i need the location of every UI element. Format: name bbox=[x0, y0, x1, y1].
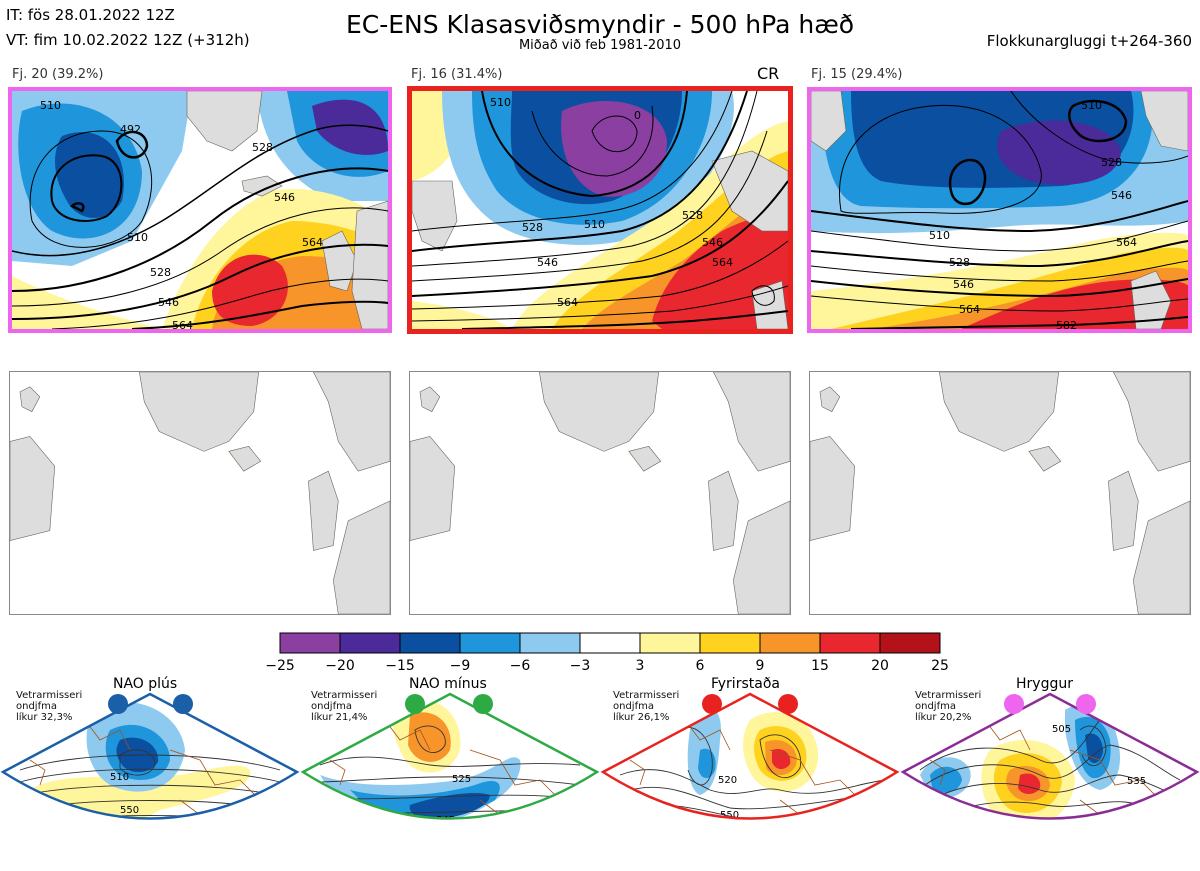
regime-3-prob: Vetrarmisseri ondjfma líkur 26,1% bbox=[613, 690, 680, 723]
contour-label: 525 bbox=[452, 774, 471, 785]
contour-label: 582 bbox=[1056, 319, 1077, 329]
cluster-2-label: Fj. 16 (31.4%) bbox=[411, 67, 503, 82]
contour-label: 510 bbox=[929, 229, 950, 242]
colorbar-tick-label: 3 bbox=[636, 658, 645, 674]
valid-time: VT: fim 10.02.2022 12Z (+312h) bbox=[6, 31, 250, 49]
cluster-1-label: Fj. 20 (39.2%) bbox=[12, 67, 104, 82]
contour-label: 546 bbox=[953, 278, 974, 291]
regime-3-title: Fyrirstaða bbox=[711, 676, 780, 692]
cluster-3-label: Fj. 15 (29.4%) bbox=[811, 67, 903, 82]
colorbar-tick-label: −25 bbox=[265, 658, 295, 674]
contour-label: 546 bbox=[702, 236, 723, 249]
contour-label: 510 bbox=[127, 231, 148, 244]
colorbar-swatch bbox=[759, 632, 821, 654]
cluster-2-anomaly-field: 510 0 528 546 564 510 528 546 564 bbox=[412, 91, 788, 329]
empty-map-2 bbox=[409, 371, 791, 615]
contour-label: 560 bbox=[1090, 818, 1109, 829]
cluster-3-map: 510 528 546 564 510 528 546 564 582 bbox=[807, 87, 1192, 333]
regime-1-title: NAO plús bbox=[113, 676, 178, 692]
colorbar-swatch bbox=[459, 632, 521, 654]
initial-time: IT: fös 28.01.2022 12Z bbox=[6, 6, 175, 24]
colorbar-tick-label: −6 bbox=[510, 658, 531, 674]
contour-label: 510 bbox=[110, 772, 129, 783]
contour-label: 520 bbox=[718, 775, 737, 786]
contour-label: 564 bbox=[302, 236, 323, 249]
colorbar-tick-label: −15 bbox=[385, 658, 415, 674]
contour-label: 546 bbox=[274, 191, 295, 204]
contour-label: 510 bbox=[40, 99, 61, 112]
empty-map-1 bbox=[9, 371, 391, 615]
regime-4-title: Hryggur bbox=[1016, 676, 1073, 692]
cluster-1-map: 492 510 528 546 564 510 528 546 564 bbox=[8, 87, 392, 333]
cluster-3-anomaly-field: 510 528 546 564 510 528 546 564 582 bbox=[811, 91, 1188, 329]
contour-label: 528 bbox=[682, 209, 703, 222]
regime-1-map: 510 550 bbox=[0, 692, 300, 820]
regime-2-title: NAO mínus bbox=[409, 676, 487, 692]
cluster-2-map: 510 0 528 546 564 510 528 546 564 bbox=[407, 86, 793, 334]
contour-label: 550 bbox=[720, 810, 739, 821]
contour-label: 565 bbox=[446, 850, 465, 861]
colorbar-tick-label: 25 bbox=[931, 658, 949, 674]
colorbar-tick-label: 6 bbox=[696, 658, 705, 674]
colorbar-swatch bbox=[519, 632, 581, 654]
contour-label: 528 bbox=[252, 141, 273, 154]
cluster-1-anomaly-field: 492 510 528 546 564 510 528 546 564 bbox=[12, 91, 388, 329]
empty-map-3 bbox=[809, 371, 1191, 615]
cr-tag: CR bbox=[757, 64, 780, 83]
contour-label: 546 bbox=[1111, 189, 1132, 202]
contour-label: 510 bbox=[584, 218, 605, 231]
contour-label: 564 bbox=[557, 296, 578, 309]
colorbar-tick-label: −20 bbox=[325, 658, 355, 674]
page-subtitle: Miðað við feb 1981-2010 bbox=[518, 38, 682, 53]
colorbar-swatch bbox=[819, 632, 881, 654]
colorbar-tick-label: 9 bbox=[756, 658, 765, 674]
colorbar-swatch bbox=[579, 632, 641, 654]
regime-2-map: 525 545 565 bbox=[300, 692, 600, 861]
page-title: EC-ENS Klasasviðsmyndir - 500 hPa hæð bbox=[345, 10, 855, 39]
contour-label: 528 bbox=[522, 221, 543, 234]
regime-1-prob: Vetrarmisseri ondjfma líkur 32,3% bbox=[16, 690, 83, 723]
contour-label: 560 bbox=[737, 833, 756, 844]
colorbar-swatch bbox=[399, 632, 461, 654]
colorbar-tick-label: −3 bbox=[570, 658, 591, 674]
contour-label: 510 bbox=[490, 96, 511, 109]
anomaly-colorbar: −25 −20 −15 −9 −6 −3 3 6 9 15 20 25 bbox=[265, 632, 949, 674]
contour-label: 0 bbox=[634, 109, 641, 122]
contour-label: 564 bbox=[1116, 236, 1137, 249]
regime-3-map: 520 550 560 bbox=[600, 692, 900, 844]
contour-label: 564 bbox=[712, 256, 733, 269]
contour-label: 492 bbox=[120, 123, 141, 136]
colorbar-swatch bbox=[339, 632, 401, 654]
contour-label: 535 bbox=[1127, 776, 1146, 787]
contour-label: 546 bbox=[158, 296, 179, 309]
contour-label: 528 bbox=[1101, 156, 1122, 169]
contour-label: 510 bbox=[1081, 99, 1102, 112]
colorbar-swatch bbox=[699, 632, 761, 654]
contour-label: 564 bbox=[172, 319, 193, 329]
colorbar-tick-label: 15 bbox=[811, 658, 829, 674]
regime-2-prob: Vetrarmisseri ondjfma líkur 21,4% bbox=[311, 690, 378, 723]
regime-4-prob: Vetrarmisseri ondjfma líkur 20,2% bbox=[915, 690, 982, 723]
contour-label: 564 bbox=[959, 303, 980, 316]
regime-4-map: 505 535 560 bbox=[900, 692, 1200, 829]
contour-label: 545 bbox=[436, 815, 455, 826]
colorbar-swatch bbox=[279, 632, 341, 654]
classification-window: Flokkunargluggi t+264-360 bbox=[986, 32, 1192, 50]
contour-label: 550 bbox=[120, 805, 139, 816]
contour-label: 528 bbox=[949, 256, 970, 269]
colorbar-tick-label: −9 bbox=[450, 658, 471, 674]
colorbar-tick-label: 20 bbox=[871, 658, 889, 674]
colorbar-swatch bbox=[879, 632, 941, 654]
contour-label: 546 bbox=[537, 256, 558, 269]
contour-label: 528 bbox=[150, 266, 171, 279]
contour-label: 505 bbox=[1052, 724, 1071, 735]
colorbar-swatch bbox=[639, 632, 701, 654]
